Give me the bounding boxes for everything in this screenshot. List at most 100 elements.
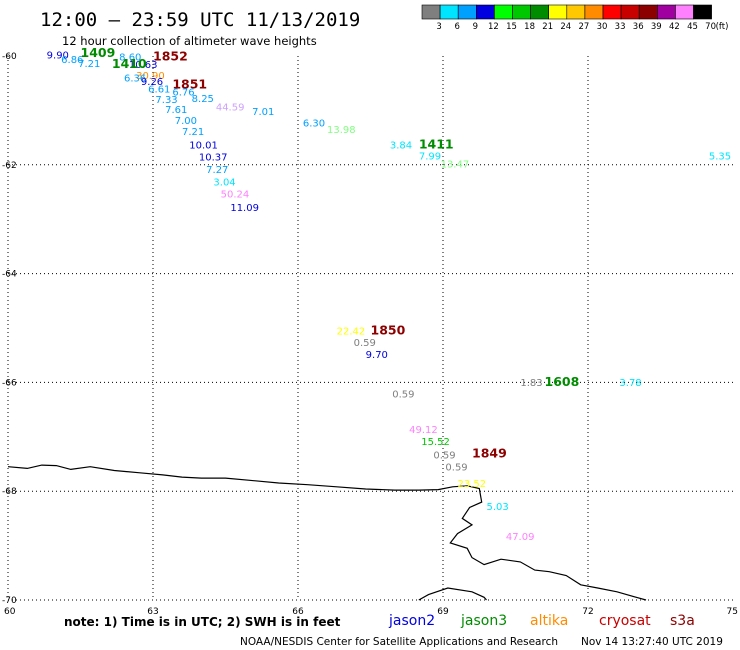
lon-tick-label: 66 [292,607,304,617]
wave-height-value: 22.42 [337,327,366,338]
wave-height-value: 7.21 [78,59,100,70]
color-legend: 3 6 9 12 15 18 21 24 27 30 33 36 39 42 45 70 (ft) [421,4,729,32]
legend-label: 33 [615,22,626,32]
legend-swatch [638,4,658,20]
lon-tick-label: 75 [727,607,738,617]
wave-height-value: 10.37 [199,152,228,163]
lat-tick-label: -60 [2,52,17,62]
footer-credit: NOAA/NESDIS Center for Satellite Applica… [240,636,558,648]
wave-height-value: 3.04 [213,177,235,188]
satellite-name: s3a [670,613,695,629]
footer-timestamp: Nov 14 13:27:40 UTC 2019 [581,636,723,648]
wave-height-value: 0.59 [445,463,467,474]
legend-label: 45 [687,22,698,32]
wave-height-value: 8.60 [119,52,141,63]
wave-height-value: 13.47 [441,160,470,171]
lat-tick-label: -64 [2,270,17,280]
lon-tick-label: 72 [582,607,593,617]
wave-height-value: 15.52 [421,437,450,448]
legend-swatch [530,4,549,20]
wave-height-value: 49.12 [409,425,438,436]
legend-swatch [693,4,712,20]
wave-height-value: 6.30 [303,119,325,130]
legend-swatch [620,4,640,20]
wave-height-value: 7.00 [175,116,197,127]
legend-label: 70 [705,22,716,32]
wave-height-value: 3.78 [619,378,641,389]
wave-height-value: 7.21 [182,127,204,138]
wave-height-value: 10.01 [189,140,218,151]
wave-height-value: 7.99 [419,151,441,162]
wave-height-value: 5.35 [709,151,731,162]
wave-height-value: 6.76 [172,88,194,99]
legend-swatch [457,4,477,20]
wave-height-value: 30.90 [136,71,165,82]
coastline [7,464,647,601]
legend-swatch [421,4,441,20]
pass-time: 1852 [153,48,188,63]
satellite-name: cryosat [599,613,651,629]
satellite-name: jason3 [460,613,507,629]
legend-label: 9 [473,22,478,32]
wave-height-value: 23.52 [458,479,487,490]
coastline-secondary [418,587,487,601]
legend-swatch [548,4,568,20]
pass-time: 1409 [81,45,116,60]
legend-label: 3 [436,22,441,32]
axis-tick-labels: 60 63 66 69 72 75 -60 -62 -64 -66 -68 -70 [2,52,738,617]
wave-height-value: 11.09 [230,203,259,214]
legend-swatch [675,4,694,20]
pass-time: 1410 [112,56,147,71]
legend-swatch [512,4,531,20]
map-title: 12:00 — 23:59 UTC 11/13/2019 [40,9,360,31]
wave-height-value: 9.90 [47,51,69,62]
wave-height-value: 0.59 [433,451,455,462]
legend-label: 12 [488,22,499,32]
wave-height-value: 7.27 [206,165,228,176]
wave-height-value: 44.59 [216,102,245,113]
legend-unit: (ft) [716,22,729,32]
legend-label: 6 [454,22,459,32]
wave-height-value: 7.33 [155,95,177,106]
lat-tick-label: -68 [2,487,17,497]
wave-height-value: 6.61 [148,84,170,95]
wave-height-value: 50.24 [221,189,250,200]
wave-height-value: 5.03 [487,502,509,513]
pass-time: 1850 [371,323,406,338]
legend-label: 27 [578,22,589,32]
wave-height-value: 8.25 [192,94,214,105]
pass-time: 1849 [472,445,507,460]
legend-label: 21 [542,22,553,32]
wave-height-value: 0.59 [354,338,376,349]
legend-label: 39 [651,22,662,32]
footer-note: note: 1) Time is in UTC; 2) SWH is in fe… [64,615,341,629]
wave-height-value: 7.01 [252,107,274,118]
legend-swatch [494,4,513,20]
wave-height-value: 6.86 [61,55,83,66]
legend-swatch [656,4,676,20]
legend-swatch [584,4,604,20]
satellite-legend: jason2 jason3 altika cryosat s3a [388,613,695,629]
legend-label: 15 [506,22,517,32]
pass-time: 1411 [419,136,454,151]
map-subtitle: 12 hour collection of altimeter wave hei… [62,34,317,48]
lat-tick-label: -70 [2,596,17,606]
satellite-name: altika [530,613,568,629]
legend-swatch [439,4,459,20]
lat-tick-label: -62 [2,161,17,171]
legend-label: 24 [560,22,571,32]
lat-lon-grid [7,56,733,601]
legend-swatch [475,4,495,20]
legend-label: 36 [633,22,644,32]
wave-height-value: 6.36 [124,74,146,85]
pass-time: 1608 [545,374,580,389]
legend-label: 30 [597,22,608,32]
wave-height-value: 9.26 [141,77,163,88]
legend-label: 18 [524,22,535,32]
wave-height-value: 7.61 [165,105,187,116]
wave-height-value: 1.83 [520,378,542,389]
coastline-main [7,464,647,601]
